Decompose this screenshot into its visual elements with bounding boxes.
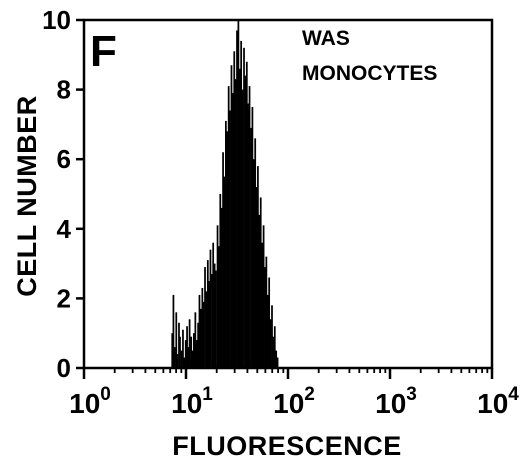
histogram-bar bbox=[240, 40, 243, 368]
histogram-bar bbox=[259, 197, 262, 368]
histogram-bar bbox=[255, 187, 258, 368]
histogram-bar bbox=[271, 305, 273, 368]
histogram-bar bbox=[258, 214, 261, 368]
histogram-bar bbox=[176, 354, 179, 368]
histogram-bar bbox=[180, 350, 183, 368]
histogram-bar bbox=[248, 86, 251, 369]
histogram-bar bbox=[275, 350, 278, 368]
histogram-bars bbox=[171, 20, 279, 369]
histogram-bar bbox=[193, 333, 195, 368]
histogram-bar bbox=[195, 340, 198, 368]
histogram-bar bbox=[237, 20, 240, 368]
histogram-bar bbox=[251, 107, 254, 368]
histogram-bar bbox=[262, 225, 265, 368]
annotation-line-1: WAS bbox=[302, 27, 350, 50]
histogram-bar bbox=[273, 326, 276, 368]
histogram-bar bbox=[182, 329, 184, 368]
x-axis-label: FLUORESCENCE bbox=[172, 431, 402, 461]
histogram-bar bbox=[220, 207, 223, 368]
histogram-bar bbox=[219, 194, 222, 368]
histogram-bar bbox=[241, 89, 244, 368]
histogram-bar bbox=[266, 294, 269, 368]
histogram-bar bbox=[186, 326, 188, 368]
histogram-bar bbox=[201, 287, 204, 368]
y-axis-ticks: 0 2 4 6 8 10 bbox=[42, 5, 84, 383]
y-tick-label: 0 bbox=[57, 353, 71, 383]
x-tick-label: 101 bbox=[171, 384, 213, 419]
histogram-bar bbox=[212, 242, 215, 368]
histogram-bar bbox=[178, 322, 180, 368]
histogram-bar bbox=[175, 312, 178, 368]
histogram-bar bbox=[198, 294, 201, 368]
x-tick-label: 102 bbox=[273, 384, 315, 419]
histogram-bar bbox=[272, 336, 275, 368]
histogram-bar bbox=[268, 277, 271, 368]
y-tick-label: 10 bbox=[42, 5, 71, 35]
histogram-bar bbox=[173, 347, 176, 368]
histogram-bar bbox=[250, 127, 252, 368]
histogram-bar bbox=[223, 176, 226, 368]
x-tick-label: 100 bbox=[69, 384, 111, 419]
histogram-bar bbox=[233, 51, 236, 368]
histogram-bar bbox=[213, 263, 216, 368]
histogram-bar bbox=[216, 225, 219, 368]
annotation-line-2: MONOCYTES bbox=[302, 62, 437, 85]
y-tick-label: 6 bbox=[57, 144, 71, 174]
histogram-bar bbox=[229, 110, 231, 368]
histogram-bar bbox=[197, 322, 200, 368]
histogram-bar bbox=[208, 281, 211, 368]
panel-letter: F bbox=[90, 27, 117, 76]
histogram-bar bbox=[188, 319, 191, 368]
histogram-bar bbox=[209, 249, 212, 368]
histogram-bar bbox=[257, 166, 259, 368]
histogram-bar bbox=[205, 291, 208, 368]
histogram-bar bbox=[187, 347, 190, 368]
histogram-bar bbox=[172, 294, 175, 368]
histogram-bar bbox=[202, 301, 205, 368]
histogram-bar bbox=[222, 152, 224, 368]
histogram-bar bbox=[245, 61, 248, 368]
x-axis-ticks: 100 101 102 103 104 bbox=[69, 368, 519, 419]
histogram-bar bbox=[226, 131, 229, 368]
histogram-bar bbox=[243, 47, 245, 369]
histogram-bar bbox=[254, 138, 257, 368]
histogram-bar bbox=[247, 103, 250, 369]
histogram-bar bbox=[225, 120, 227, 368]
y-tick-label: 8 bbox=[57, 75, 71, 105]
histogram-bar bbox=[190, 336, 193, 368]
histogram-bar bbox=[171, 333, 174, 368]
x-tick-label: 104 bbox=[477, 384, 519, 419]
histogram-bar bbox=[232, 93, 234, 368]
y-tick-label: 2 bbox=[57, 283, 71, 313]
histogram-bar bbox=[261, 242, 264, 368]
histogram-bar bbox=[230, 65, 233, 369]
histogram-bar bbox=[184, 340, 187, 368]
histogram-bar bbox=[252, 159, 255, 368]
y-axis-label: CELL NUMBER bbox=[12, 95, 42, 297]
histogram-bar bbox=[227, 86, 230, 369]
histogram-bar bbox=[199, 308, 202, 368]
y-tick-label: 4 bbox=[57, 214, 72, 244]
histogram-bar bbox=[179, 336, 181, 368]
histogram-bar bbox=[236, 30, 238, 368]
histogram-bar bbox=[276, 357, 279, 368]
histogram-bar bbox=[194, 312, 197, 368]
histogram-bar bbox=[217, 246, 220, 368]
histogram-bar bbox=[191, 350, 194, 368]
histogram-bar bbox=[211, 274, 213, 368]
histogram-bar bbox=[265, 256, 268, 368]
histogram-bar bbox=[269, 319, 272, 368]
histogram-bar bbox=[206, 260, 209, 368]
histogram-bar bbox=[183, 357, 186, 368]
histogram-bar bbox=[204, 267, 206, 368]
histogram-bar bbox=[234, 79, 237, 368]
x-tick-label: 103 bbox=[375, 384, 417, 419]
histogram-bar bbox=[264, 267, 266, 368]
histogram-bar bbox=[244, 75, 247, 369]
histogram-bar bbox=[238, 68, 241, 368]
histogram-bar bbox=[215, 270, 217, 368]
